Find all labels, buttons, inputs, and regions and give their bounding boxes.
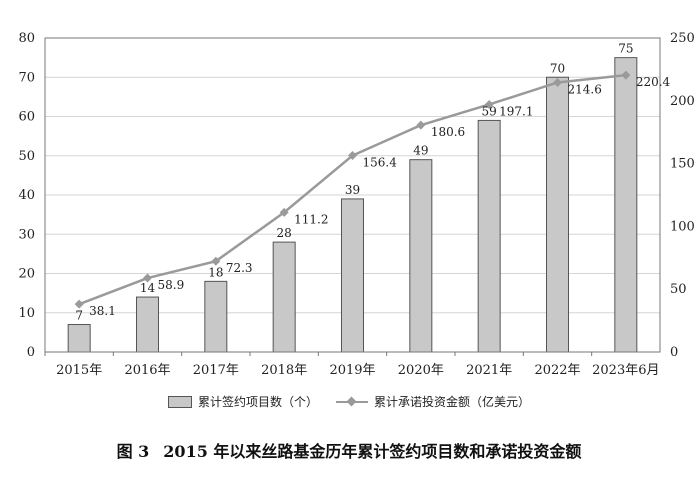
y-left-tick-50: 50 [18, 149, 35, 164]
y-left-tick-70: 70 [18, 70, 35, 85]
y-right-tick-200: 200 [670, 94, 695, 109]
legend-item-investment: 累计承诺投资金额（亿美元） [336, 393, 530, 410]
bar-label: 39 [345, 183, 360, 197]
y-right-tick-150: 150 [670, 157, 695, 172]
x-tick-label: 2020年 [398, 363, 444, 378]
line-label: 220.4 [636, 75, 671, 89]
x-tick-label: 2015年 [56, 363, 102, 378]
legend-label-projects: 累计签约项目数（个） [197, 395, 318, 409]
bar-2023年6月 [614, 57, 638, 353]
investment-point-2021年 [484, 99, 494, 109]
investment-point-2017年 [211, 256, 221, 266]
bar-label: 18 [208, 265, 223, 279]
bar-2021年 [477, 119, 501, 353]
investment-point-2016年 [143, 273, 152, 283]
investment-point-2023年6月 [621, 70, 631, 80]
line-series [74, 70, 631, 309]
investment-point-2022年 [553, 77, 562, 87]
figure-title: 2015 年以来丝路基金历年累计签约项目数和承诺投资金额 [163, 442, 582, 461]
figure-caption: 图 3 2015 年以来丝路基金历年累计签约项目数和承诺投资金额 [0, 438, 698, 462]
y-right-tick-100: 100 [670, 219, 695, 234]
bar-label: 70 [550, 61, 565, 75]
investment-point-2018年 [279, 207, 289, 217]
bar-2022年 [546, 76, 569, 353]
data-labels: 7 14 18 28 39 49 59 70 75 38.1 58.9 72.3 111.2 156.4 1… [75, 42, 670, 323]
line-label: 72.3 [226, 261, 253, 275]
y-left-tick-10: 10 [18, 306, 35, 321]
y-left-tick-20: 20 [18, 267, 35, 282]
y-left-tick-40: 40 [18, 188, 35, 203]
bar-2019年 [341, 198, 364, 353]
line-label: 214.6 [568, 82, 602, 96]
y-left-tick-0: 0 [27, 345, 35, 360]
legend-line-swatch [336, 396, 368, 408]
bar-label: 7 [75, 309, 83, 323]
y-left-tick-60: 60 [18, 110, 35, 125]
investment-point-2020年 [416, 120, 426, 130]
y-left-tick-30: 30 [18, 227, 35, 242]
axes: 0 10 20 30 40 50 60 70 80 0 50 100 150 200 250 2015年 201… [18, 31, 694, 378]
legend-item-projects: 累计签约项目数（个） [167, 393, 318, 410]
figure-number: 图 3 [116, 442, 150, 461]
legend-bar-swatch [167, 395, 192, 408]
combo-chart: 0 10 20 30 40 50 60 70 80 0 50 100 150 200 250 2015年 201… [18, 31, 694, 378]
bar-2015年 [67, 324, 91, 353]
bar-2016年 [136, 296, 159, 353]
bar-2018年 [272, 241, 296, 353]
bar-2017年 [204, 280, 228, 353]
x-tick-label: 2018年 [261, 363, 307, 378]
x-tick-label: 2017年 [193, 363, 239, 378]
bar-series [67, 57, 638, 353]
bar-label: 28 [277, 226, 292, 240]
line-label: 111.2 [294, 212, 328, 226]
bar-label: 49 [413, 144, 428, 158]
line-label: 58.9 [158, 278, 185, 292]
line-label: 197.1 [499, 104, 533, 118]
y-right-tick-250: 250 [670, 31, 695, 46]
line-label: 156.4 [363, 156, 398, 170]
legend-label-investment: 累计承诺投资金额（亿美元） [374, 395, 531, 409]
bar-label: 14 [140, 281, 156, 295]
x-tick-label: 2019年 [329, 363, 375, 378]
y-left-tick-80: 80 [18, 31, 35, 46]
bar-2020年 [409, 159, 433, 353]
investment-point-2015年 [74, 299, 84, 309]
bar-label: 59 [482, 104, 497, 118]
x-tick-label: 2022年 [534, 363, 580, 378]
line-label: 180.6 [431, 125, 465, 139]
plot-frame [44, 37, 661, 353]
line-label: 38.1 [89, 304, 116, 318]
y-right-tick-0: 0 [670, 345, 678, 360]
legend: 累计签约项目数（个） 累计承诺投资金额（亿美元） [0, 393, 698, 410]
x-tick-label: 2016年 [124, 363, 170, 378]
investment-point-2019年 [348, 151, 357, 161]
x-tick-label: 2023年6月 [592, 363, 659, 378]
x-tick-label: 2021年 [466, 363, 512, 378]
bar-label: 75 [618, 42, 633, 56]
y-right-tick-50: 50 [670, 282, 687, 297]
